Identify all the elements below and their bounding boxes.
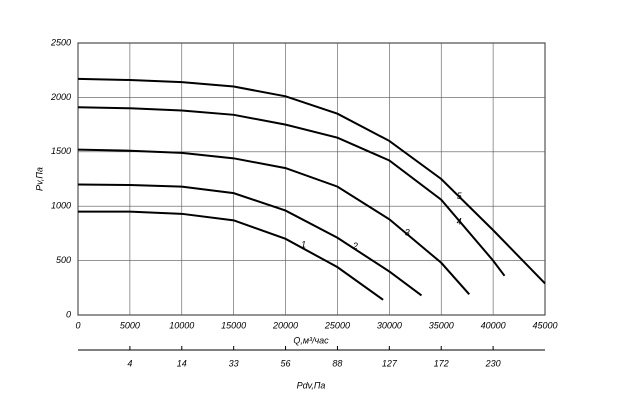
x2-tick-label: 172 (434, 358, 449, 368)
curve (77, 148, 470, 295)
y-tick-label: 0 (66, 309, 71, 319)
y-tick-label: 2500 (50, 37, 71, 47)
x-tick-label: 20000 (272, 320, 298, 330)
plot-frame (77, 42, 546, 316)
y-tick-label: 500 (56, 255, 71, 265)
x-tick-label: 45000 (532, 320, 557, 330)
curve-label: 1 (301, 239, 306, 249)
x-tick-label: 35000 (429, 320, 454, 330)
curve-label: 5 (457, 191, 463, 201)
x-tick-label: 25000 (324, 320, 350, 330)
x2-tick-label: 14 (177, 358, 187, 368)
x2-tick-label: 33 (229, 358, 239, 368)
y-tick-label: 2000 (50, 92, 71, 102)
curve-label: 4 (457, 217, 462, 227)
x-tick-label: 40000 (481, 320, 506, 330)
curve-label: 2 (352, 241, 358, 251)
x2-tick-label: 88 (332, 358, 342, 368)
curve (77, 77, 546, 285)
x2-tick-label: 230 (485, 358, 501, 368)
x-axis-label: Q,м³/час (293, 335, 329, 345)
x2-axis-label: Pdv,Па (297, 380, 326, 390)
x2-tick-label: 4 (127, 358, 132, 368)
y-axis-label: Pv,Па (34, 167, 44, 191)
curve (77, 106, 506, 277)
x-tick-label: 15000 (221, 320, 246, 330)
x-tick-label: 30000 (377, 320, 402, 330)
x-tick-label: 0 (75, 320, 80, 330)
x2-tick-label: 127 (382, 358, 398, 368)
y-tick-label: 1000 (51, 201, 71, 211)
x-tick-label: 10000 (169, 320, 194, 330)
curve (77, 183, 423, 297)
x-tick-label: 5000 (120, 320, 140, 330)
curve-label: 3 (405, 227, 410, 237)
y-tick-label: 1500 (51, 146, 71, 156)
curve (78, 210, 384, 301)
x2-tick-label: 56 (281, 358, 291, 368)
